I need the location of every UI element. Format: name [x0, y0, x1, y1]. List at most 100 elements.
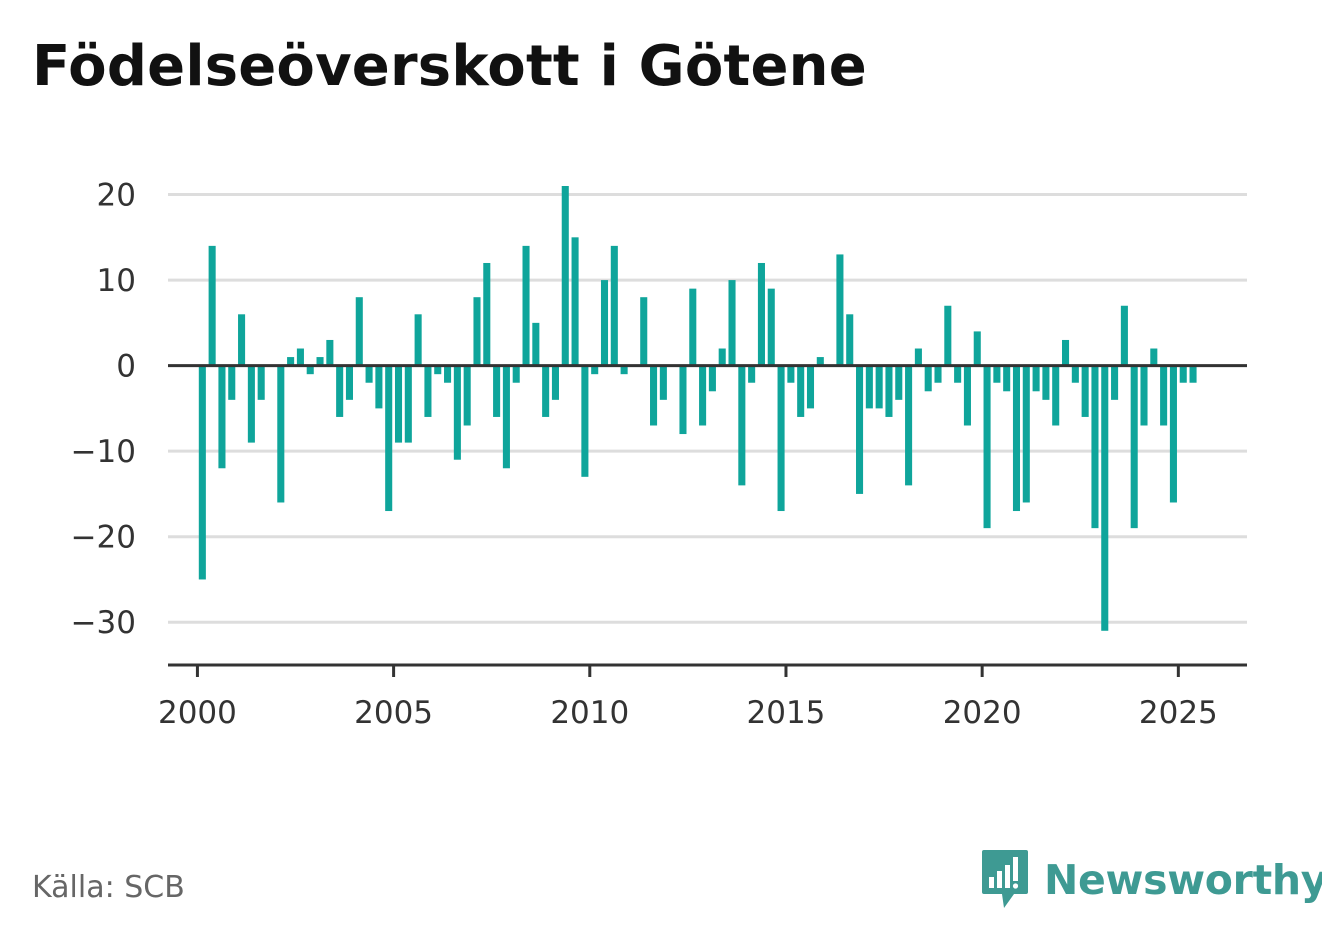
bar — [846, 314, 854, 366]
bar — [954, 365, 962, 383]
x-tick-label: 2005 — [354, 695, 433, 731]
bar — [424, 365, 432, 417]
bar — [895, 365, 903, 400]
bar — [561, 186, 569, 366]
bar — [856, 365, 864, 494]
bar — [640, 297, 648, 366]
bar — [1150, 348, 1158, 366]
y-tick-label: 20 — [97, 178, 136, 214]
bar — [394, 365, 403, 443]
bar — [345, 365, 353, 400]
bar — [1081, 365, 1089, 417]
bars — [198, 186, 1197, 631]
bar — [708, 365, 716, 392]
bar — [463, 365, 471, 426]
y-tick-label: −20 — [71, 520, 136, 556]
bar — [993, 365, 1001, 383]
bar — [296, 348, 304, 366]
bar — [1120, 305, 1128, 366]
bar — [777, 365, 785, 512]
bar — [816, 357, 824, 366]
y-tick-label: −10 — [71, 434, 136, 470]
bar — [336, 365, 344, 417]
bar — [1091, 365, 1099, 529]
bar — [787, 365, 795, 383]
bar — [963, 365, 971, 426]
bar — [1130, 365, 1138, 529]
bar — [1022, 365, 1030, 503]
bar — [620, 365, 628, 375]
x-tick-label: 2020 — [943, 695, 1022, 731]
bar — [689, 288, 697, 366]
bar — [551, 365, 559, 400]
bar — [934, 365, 942, 383]
bar — [502, 365, 510, 469]
bar — [924, 365, 932, 392]
bar — [610, 245, 618, 366]
bar — [532, 322, 540, 366]
x-tick-label: 2025 — [1139, 695, 1218, 731]
bar — [365, 365, 373, 383]
bar — [1003, 365, 1011, 392]
x-tick-label: 2010 — [550, 695, 629, 731]
bar — [512, 365, 520, 383]
bar — [757, 262, 765, 366]
bar — [542, 365, 550, 417]
bar — [1140, 365, 1148, 426]
bar — [914, 348, 922, 366]
brand-logo: Newsworthy — [980, 848, 1322, 912]
bar — [1042, 365, 1050, 400]
bar — [1189, 365, 1197, 383]
x-tick-label: 2000 — [158, 695, 237, 731]
bar — [198, 365, 206, 580]
bar — [973, 331, 981, 366]
bar — [806, 365, 815, 409]
bar — [1169, 365, 1177, 503]
bar — [1101, 365, 1109, 631]
bar — [257, 365, 265, 400]
bar — [287, 357, 295, 366]
bar — [699, 365, 707, 426]
bar — [1052, 365, 1060, 426]
bar — [1062, 339, 1070, 366]
bar — [885, 365, 893, 417]
bar — [316, 357, 324, 366]
bar — [1160, 365, 1168, 426]
bar — [247, 365, 255, 443]
bar — [208, 245, 216, 366]
bar — [444, 365, 452, 383]
bar — [650, 365, 658, 426]
bar — [473, 297, 481, 366]
bar — [571, 237, 579, 366]
bar — [483, 262, 491, 366]
bar — [748, 365, 756, 383]
bar — [1111, 365, 1119, 400]
bar — [581, 365, 589, 477]
bar — [875, 365, 883, 409]
bar — [453, 365, 461, 460]
bar — [797, 365, 805, 417]
bar — [905, 365, 913, 486]
bar — [238, 314, 246, 366]
bar — [865, 365, 873, 409]
bar — [218, 365, 226, 469]
bar — [493, 365, 501, 417]
bar — [679, 365, 687, 435]
y-tick-label: 0 — [116, 349, 136, 385]
bar-chart-logo-icon — [982, 850, 1028, 908]
bar — [277, 365, 285, 503]
bar — [355, 297, 363, 366]
bar — [326, 339, 334, 366]
source-note: Källa: SCB — [32, 870, 185, 905]
bar — [434, 365, 442, 375]
y-tick-label: −30 — [71, 605, 136, 641]
bar — [738, 365, 746, 486]
bar — [983, 365, 991, 529]
x-tick-label: 2015 — [747, 695, 826, 731]
bar — [1032, 365, 1040, 392]
bar — [375, 365, 383, 409]
bar — [944, 305, 952, 366]
bar — [659, 365, 667, 400]
